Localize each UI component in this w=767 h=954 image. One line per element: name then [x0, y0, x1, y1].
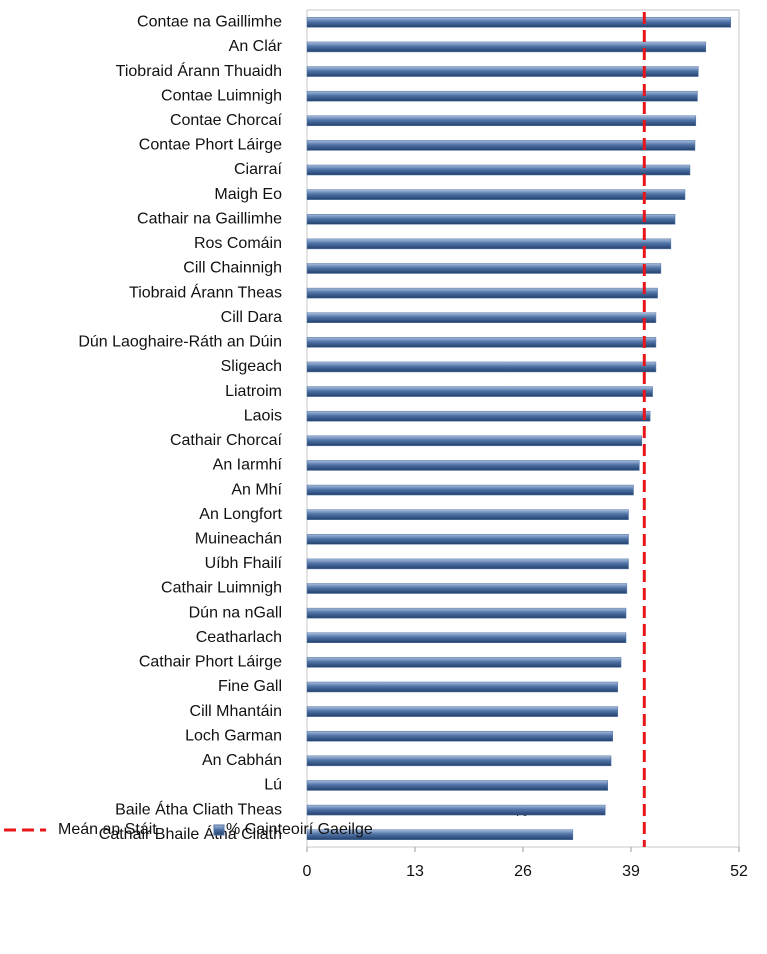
bar — [306, 115, 697, 127]
y-tick-label: Fine Gall — [218, 678, 282, 695]
y-tick-label: Liatroim — [225, 383, 282, 400]
y-tick-label: Dún Laoghaire-Ráth an Dúin — [78, 334, 282, 351]
legend-swatch — [213, 824, 225, 836]
bar — [306, 558, 629, 570]
bar — [306, 361, 657, 373]
bar — [306, 263, 662, 274]
y-tick-label: Uíbh Fhailí — [205, 555, 283, 572]
y-tick-label: An Longfort — [199, 506, 282, 523]
y-tick-label: An Clár — [229, 38, 283, 55]
bar — [306, 17, 731, 28]
x-tick-label: 13 — [406, 863, 424, 880]
y-tick-label: An Iarmhí — [213, 457, 283, 474]
y-tick-label: Maigh Eo — [214, 186, 282, 203]
y-tick-label: Baile Átha Cliath Theas — [115, 799, 282, 818]
y-tick-label: An Mhí — [231, 481, 282, 498]
y-tick-label: Ros Comáin — [194, 235, 282, 252]
bar — [306, 706, 618, 717]
bar — [306, 164, 691, 176]
y-tick-label: Tiobraid Árann Thuaidh — [116, 61, 282, 80]
bar — [306, 804, 606, 816]
y-tick-label: Loch Garman — [185, 727, 282, 744]
y-tick-label: Muineachán — [195, 530, 282, 547]
bar — [306, 632, 627, 643]
bar — [306, 460, 640, 471]
y-tick-label: Contae Chorcaí — [170, 112, 283, 129]
x-tick-label: 52 — [730, 863, 748, 880]
bar — [306, 238, 672, 250]
bar — [306, 410, 651, 422]
y-tick-label: Dún na nGall — [189, 604, 282, 621]
bar — [306, 780, 608, 791]
bar — [306, 484, 634, 496]
y-tick-label: Cill Chainnigh — [183, 260, 282, 277]
legend-label: Meán an Stáit — [58, 821, 157, 838]
y-tick-label: An Cabhán — [202, 752, 282, 769]
bar — [306, 189, 686, 200]
bar — [306, 41, 707, 53]
y-tick-label: Laois — [244, 407, 282, 424]
bar — [306, 214, 676, 225]
y-tick-label: Cill Dara — [221, 309, 282, 326]
bar — [306, 657, 622, 668]
bar — [306, 386, 653, 397]
bar — [306, 66, 699, 77]
bar — [306, 730, 613, 742]
y-tick-label: Cathair Bhaile Átha Cliath — [99, 824, 282, 843]
bar — [306, 583, 628, 594]
bar — [306, 509, 629, 520]
x-tick-label: 0 — [303, 863, 312, 880]
x-tick-label: 26 — [514, 863, 532, 880]
y-tick-label: Cathair Luimnigh — [161, 580, 282, 597]
bar — [306, 312, 657, 323]
bar — [306, 287, 658, 299]
bar — [306, 607, 627, 619]
plot-area — [306, 9, 740, 848]
bar — [306, 829, 574, 840]
y-tick-label: Lú — [264, 777, 282, 794]
bar — [306, 337, 657, 348]
y-tick-label: Tiobraid Árann Theas — [129, 282, 282, 301]
bar — [306, 755, 612, 767]
y-tick-label: Ceatharlach — [196, 629, 282, 646]
x-tick-label: 39 — [622, 863, 640, 880]
bar — [306, 681, 618, 693]
y-tick-label: Contae Luimnigh — [161, 87, 282, 104]
bar — [306, 140, 696, 151]
y-tick-label: Cathair Phort Láirge — [139, 654, 282, 671]
y-tick-label: Contae Phort Láirge — [139, 137, 282, 154]
bar — [306, 435, 643, 447]
y-tick-label: Sligeach — [221, 358, 282, 375]
y-tick-label: Cathair Chorcaí — [170, 432, 283, 449]
bar — [306, 534, 629, 545]
bar — [306, 90, 698, 102]
y-tick-label: Ciarraí — [234, 161, 283, 178]
y-tick-label: Cathair na Gaillimhe — [137, 210, 282, 227]
y-tick-label: Cill Mhantáin — [190, 703, 282, 720]
legend-label: % Cainteoirí Gaeilge — [226, 821, 373, 838]
y-tick-label: Contae na Gaillimhe — [137, 14, 282, 31]
